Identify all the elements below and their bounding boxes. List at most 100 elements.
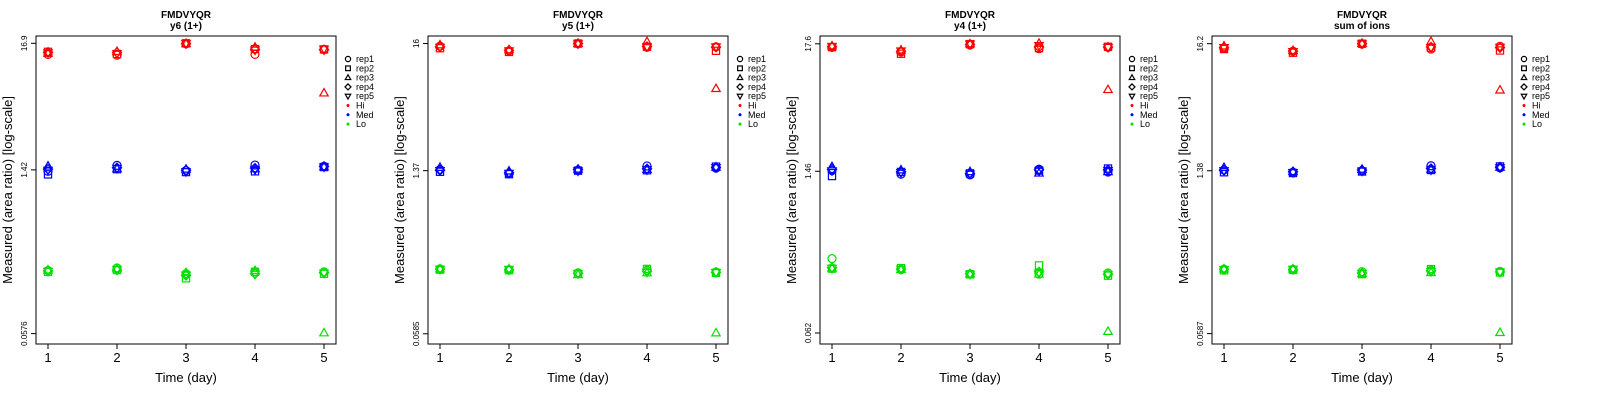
data-point-lo-rep5 [42, 267, 54, 277]
y-axis-label: Measured (area ratio) [log-scale] [0, 96, 15, 284]
data-point-med-rep5 [111, 164, 123, 175]
legend-marker-rep5 [1520, 93, 1528, 101]
data-point-lo-rep5 [434, 265, 446, 276]
legend-label: rep5 [748, 91, 766, 101]
legend-marker-rep5 [344, 93, 352, 101]
legend-label: rep4 [748, 82, 766, 92]
data-point-lo-rep5 [1356, 269, 1368, 279]
legend-label: rep4 [1532, 82, 1550, 92]
legend-marker-rep4 [1128, 83, 1136, 91]
x-axis-label: Time (day) [939, 370, 1001, 385]
x-tick-label: 4 [1427, 350, 1434, 365]
data-point-med-rep3 [1494, 161, 1506, 171]
data-point-hi-rep2 [896, 49, 906, 58]
plot-frame [819, 35, 1121, 345]
x-tick-label: 2 [897, 350, 904, 365]
legend-label: Med [748, 110, 766, 120]
legend-label: rep3 [356, 73, 374, 83]
data-point-med-rep5 [1356, 167, 1368, 177]
legend-dot-lo [346, 122, 350, 126]
legend-dot-lo [1130, 122, 1134, 126]
data-point-med-rep5 [826, 167, 838, 177]
legend-marker-rep2 [345, 65, 351, 72]
data-point-hi-rep5 [572, 40, 584, 50]
data-point-lo-rep3 [318, 327, 330, 337]
data-point-med-rep5 [42, 166, 54, 176]
legend-label: Hi [1532, 101, 1541, 111]
legend-dot-hi [1130, 104, 1134, 107]
x-tick-label: 5 [712, 350, 719, 365]
data-point-hi-rep5 [1494, 43, 1506, 53]
legend-dot-med [738, 113, 742, 117]
data-point-med-rep3 [641, 163, 653, 174]
data-point-med-rep2 [43, 170, 53, 179]
data-point-hi-rep5 [1033, 41, 1045, 52]
data-point-hi-rep5 [964, 40, 976, 50]
y-tick-label: 16 [412, 39, 421, 48]
data-point-hi-rep5 [1356, 40, 1368, 50]
legend-label: rep4 [356, 82, 374, 92]
legend-marker-rep3 [344, 73, 352, 81]
data-point-lo-rep1 [181, 269, 191, 279]
y-tick-label: 16.9 [20, 35, 29, 51]
y-axis-label: Measured (area ratio) [log-scale] [1176, 96, 1191, 284]
legend-label: rep4 [1140, 82, 1158, 92]
data-point-hi-rep5 [710, 43, 722, 53]
legend-marker-rep1 [1128, 55, 1136, 63]
data-point-lo-rep2 [181, 274, 191, 283]
data-point-med-rep5 [895, 169, 907, 179]
chart-title: FMDVYQR [161, 10, 212, 21]
legend-label: Lo [1532, 119, 1542, 129]
legend-label: rep3 [1532, 73, 1550, 83]
data-point-lo-rep5 [572, 270, 584, 280]
data-point-med-rep3 [1425, 163, 1437, 173]
data-point-lo-rep5 [1287, 265, 1299, 275]
data-point-med-rep3 [710, 161, 722, 171]
x-tick-label: 1 [436, 350, 443, 365]
x-tick-label: 3 [1358, 350, 1365, 365]
data-point-med-rep5 [1218, 167, 1230, 177]
data-point-lo-rep5 [895, 265, 907, 275]
data-point-med-rep5 [1425, 166, 1437, 176]
data-point-lo-rep3 [1494, 326, 1506, 337]
data-point-hi-rep5 [826, 42, 838, 53]
legend-marker-rep5 [1128, 93, 1136, 101]
chart-subtitle: sum of ions [1334, 21, 1391, 32]
legend-label: rep5 [356, 91, 374, 101]
legend-label: rep1 [356, 54, 374, 64]
legend-label: Hi [1140, 101, 1149, 111]
legend-marker-rep3 [736, 73, 744, 81]
legend-dot-hi [738, 104, 742, 107]
data-point-lo-rep5 [1102, 271, 1114, 281]
data-point-med-rep1 [250, 160, 260, 170]
data-point-hi-rep5 [42, 49, 54, 59]
data-point-hi-rep5 [503, 47, 515, 57]
legend-label: rep1 [1532, 54, 1550, 64]
data-point-hi-rep5 [1218, 44, 1230, 54]
legend-marker-rep2 [1129, 65, 1135, 72]
x-tick-label: 1 [828, 350, 835, 365]
x-tick-label: 2 [505, 350, 512, 365]
data-point-hi-rep3 [180, 37, 192, 48]
x-tick-label: 2 [113, 350, 120, 365]
legend-dot-lo [1522, 122, 1526, 126]
y-tick-label: 0.0585 [412, 321, 421, 346]
data-point-lo-rep5 [1033, 269, 1045, 279]
x-axis-label: Time (day) [547, 370, 609, 385]
legend-label: rep2 [748, 63, 766, 73]
y-tick-label: 0.062 [804, 322, 813, 343]
data-point-lo-rep5 [826, 264, 838, 274]
data-point-med-rep5 [318, 163, 330, 173]
legend-label: rep1 [1140, 54, 1158, 64]
x-tick-label: 1 [1220, 350, 1227, 365]
legend-marker-rep3 [1520, 73, 1528, 81]
legend-marker-rep2 [1521, 65, 1527, 72]
data-point-lo-rep3 [1102, 325, 1114, 335]
x-tick-label: 3 [966, 350, 973, 365]
data-point-med-rep5 [1102, 166, 1114, 177]
